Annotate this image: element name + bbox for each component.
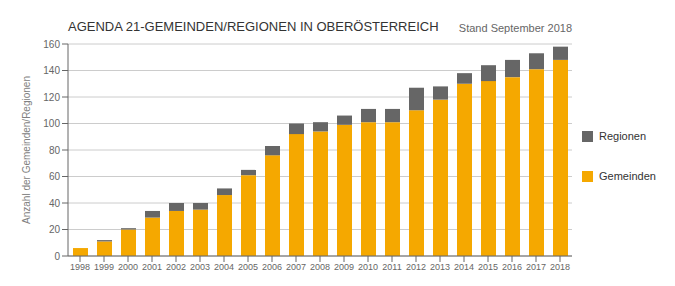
svg-text:2014: 2014 [454,262,474,272]
html-text:AGENDA 21-GEMEINDEN/REGIONEN I: AGENDA 21-GEMEINDEN/REGIONEN IN OBERÖSTE… [68,19,439,34]
svg-text:80: 80 [49,145,61,156]
svg-text:2007: 2007 [286,262,306,272]
svg-text:160: 160 [43,39,60,50]
svg-text:Anzahl der Gemeinden/Regionen: Anzahl der Gemeinden/Regionen [21,76,32,224]
svg-text:20: 20 [49,224,61,235]
html-text:Stand September 2018: Stand September 2018 [458,22,572,34]
svg-text:2000: 2000 [118,262,138,272]
svg-text:2013: 2013 [430,262,450,272]
svg-text:2005: 2005 [238,262,258,272]
svg-text:2015: 2015 [478,262,498,272]
svg-text:2006: 2006 [262,262,282,272]
svg-text:2012: 2012 [406,262,426,272]
svg-text:2003: 2003 [190,262,210,272]
svg-text:2017: 2017 [526,262,546,272]
svg-text:2018: 2018 [550,262,570,272]
svg-text:2008: 2008 [310,262,330,272]
html-text:Gemeinden: Gemeinden [599,170,656,182]
svg-text:60: 60 [49,171,61,182]
svg-text:2011: 2011 [382,262,401,272]
svg-text:2004: 2004 [214,262,234,272]
svg-text:100: 100 [43,118,60,129]
svg-text:140: 140 [43,65,60,76]
svg-text:120: 120 [43,92,60,103]
svg-text:2016: 2016 [502,262,522,272]
svg-text:2009: 2009 [334,262,354,272]
svg-text:0: 0 [54,251,60,262]
svg-text:2010: 2010 [358,262,378,272]
svg-text:1998: 1998 [70,262,90,272]
html-text:Regionen: Regionen [599,130,647,142]
svg-text:2001: 2001 [142,262,162,272]
svg-text:1999: 1999 [94,262,114,272]
svg-text:2002: 2002 [166,262,186,272]
svg-text:40: 40 [49,198,61,209]
